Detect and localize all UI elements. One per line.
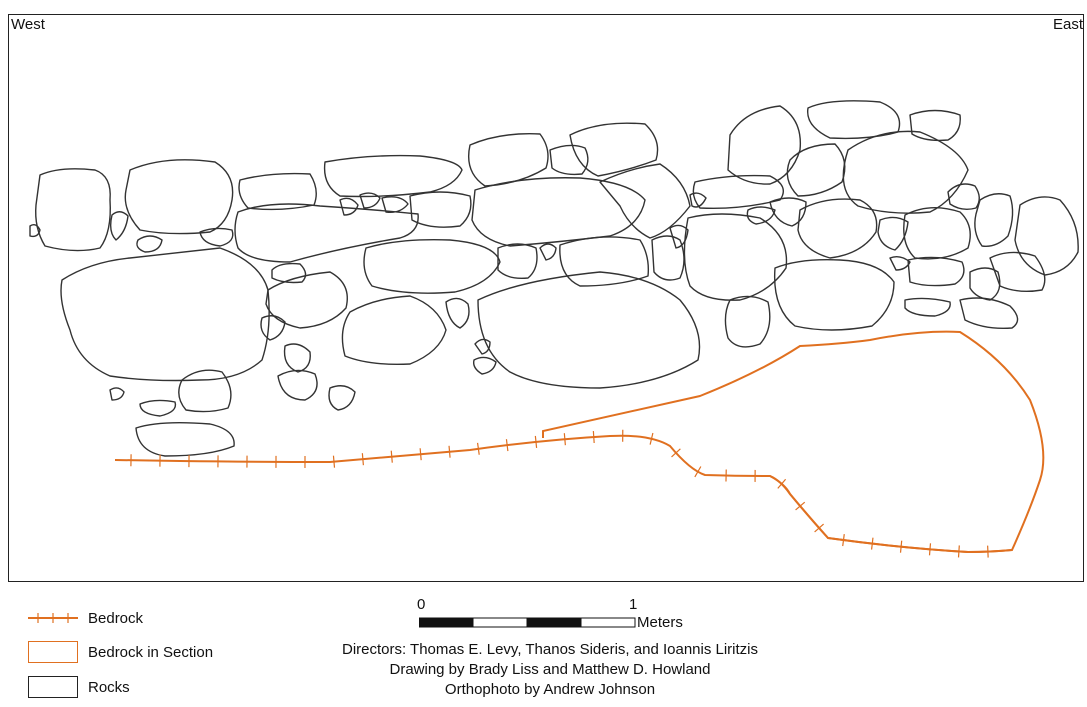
bedrock-tick [928, 543, 932, 556]
bedrock-tick [390, 450, 393, 463]
bedrock-tick-marks [130, 429, 989, 558]
bedrock-tick [592, 430, 595, 444]
legend-label: Rocks [88, 678, 130, 696]
rock-outlines [29, 100, 1079, 457]
credit-orthophoto: Orthophoto by Andrew Johnson [444, 681, 656, 698]
legend-item-bedrock: Bedrock [28, 606, 143, 630]
bedrock-tick [505, 439, 509, 452]
scale-end-label: 1 [629, 596, 638, 613]
map-frame [8, 14, 1084, 582]
bedrock-tick [957, 545, 960, 558]
bedrock-tick [870, 537, 874, 550]
bedrock-tick [899, 540, 903, 553]
bedrock-tick [534, 435, 538, 448]
credit-drawing: Drawing by Brady Liss and Matthew D. How… [389, 661, 711, 678]
bedrock-tick [476, 442, 480, 455]
west-label: West [11, 16, 45, 33]
bedrock-tick [649, 432, 654, 445]
legend-label: Bedrock [88, 609, 144, 627]
bedrock-tick [671, 448, 681, 458]
scale-bar-graphic [419, 617, 636, 628]
east-label: East [1052, 16, 1083, 33]
bedrock-tick [842, 534, 845, 547]
legend-item-rocks: Rocks [28, 675, 130, 699]
bedrock-tick [814, 523, 825, 533]
credits-block: Directors: Thomas E. Levy, Thanos Sideri… [270, 640, 830, 700]
bedrock-tick [332, 455, 336, 468]
bedrock-tick [448, 445, 451, 458]
bedrock-tick [563, 433, 566, 446]
credit-directors: Directors: Thomas E. Levy, Thanos Sideri… [341, 641, 758, 658]
legend-label: Bedrock in Section [88, 643, 214, 661]
legend-item-bedrock-in-section: Bedrock in Section [28, 640, 213, 664]
bedrock-tick [795, 501, 806, 511]
scale-start-label: 0 [417, 596, 426, 613]
bedrock-legend-symbol [28, 613, 78, 623]
bedrock-in-section-swatch [28, 641, 78, 663]
rocks-swatch [28, 676, 78, 698]
bedrock-tick [361, 453, 364, 466]
bedrock-line [114, 434, 1013, 554]
bedrock-tick [694, 466, 702, 478]
scale-unit-label: Meters [637, 614, 683, 631]
bedrock-in-section-line [542, 330, 1045, 554]
bedrock-tick [419, 448, 422, 461]
bedrock-tick [777, 478, 787, 489]
